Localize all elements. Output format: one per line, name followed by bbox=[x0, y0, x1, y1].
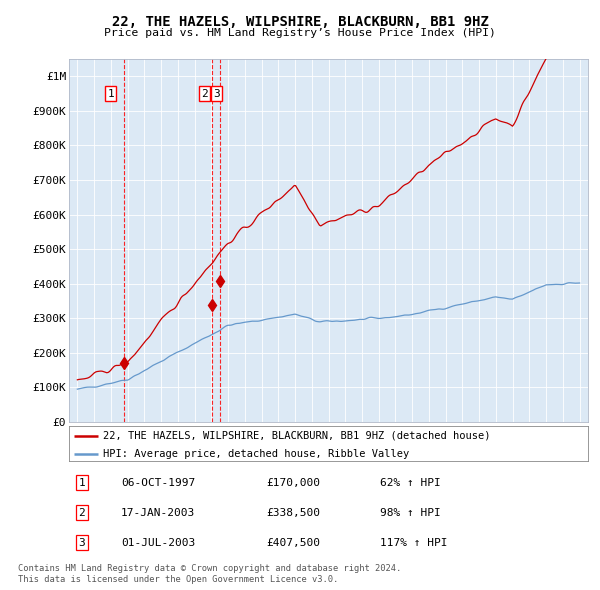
Text: 3: 3 bbox=[79, 537, 85, 548]
Text: 117% ↑ HPI: 117% ↑ HPI bbox=[380, 537, 448, 548]
Text: 2: 2 bbox=[79, 508, 85, 517]
Text: £170,000: £170,000 bbox=[266, 478, 320, 488]
Text: 98% ↑ HPI: 98% ↑ HPI bbox=[380, 508, 441, 517]
Text: This data is licensed under the Open Government Licence v3.0.: This data is licensed under the Open Gov… bbox=[18, 575, 338, 584]
Text: 1: 1 bbox=[79, 478, 85, 488]
Text: 62% ↑ HPI: 62% ↑ HPI bbox=[380, 478, 441, 488]
Text: HPI: Average price, detached house, Ribble Valley: HPI: Average price, detached house, Ribb… bbox=[103, 448, 409, 458]
Text: 01-JUL-2003: 01-JUL-2003 bbox=[121, 537, 195, 548]
Text: 22, THE HAZELS, WILPSHIRE, BLACKBURN, BB1 9HZ: 22, THE HAZELS, WILPSHIRE, BLACKBURN, BB… bbox=[112, 15, 488, 29]
Text: 3: 3 bbox=[213, 88, 220, 99]
Text: Contains HM Land Registry data © Crown copyright and database right 2024.: Contains HM Land Registry data © Crown c… bbox=[18, 563, 401, 572]
Text: £338,500: £338,500 bbox=[266, 508, 320, 517]
Text: 2: 2 bbox=[201, 88, 208, 99]
Text: £407,500: £407,500 bbox=[266, 537, 320, 548]
Text: Price paid vs. HM Land Registry’s House Price Index (HPI): Price paid vs. HM Land Registry’s House … bbox=[104, 28, 496, 38]
Text: 1: 1 bbox=[107, 88, 114, 99]
Text: 22, THE HAZELS, WILPSHIRE, BLACKBURN, BB1 9HZ (detached house): 22, THE HAZELS, WILPSHIRE, BLACKBURN, BB… bbox=[103, 431, 490, 441]
Text: 17-JAN-2003: 17-JAN-2003 bbox=[121, 508, 195, 517]
Text: 06-OCT-1997: 06-OCT-1997 bbox=[121, 478, 195, 488]
